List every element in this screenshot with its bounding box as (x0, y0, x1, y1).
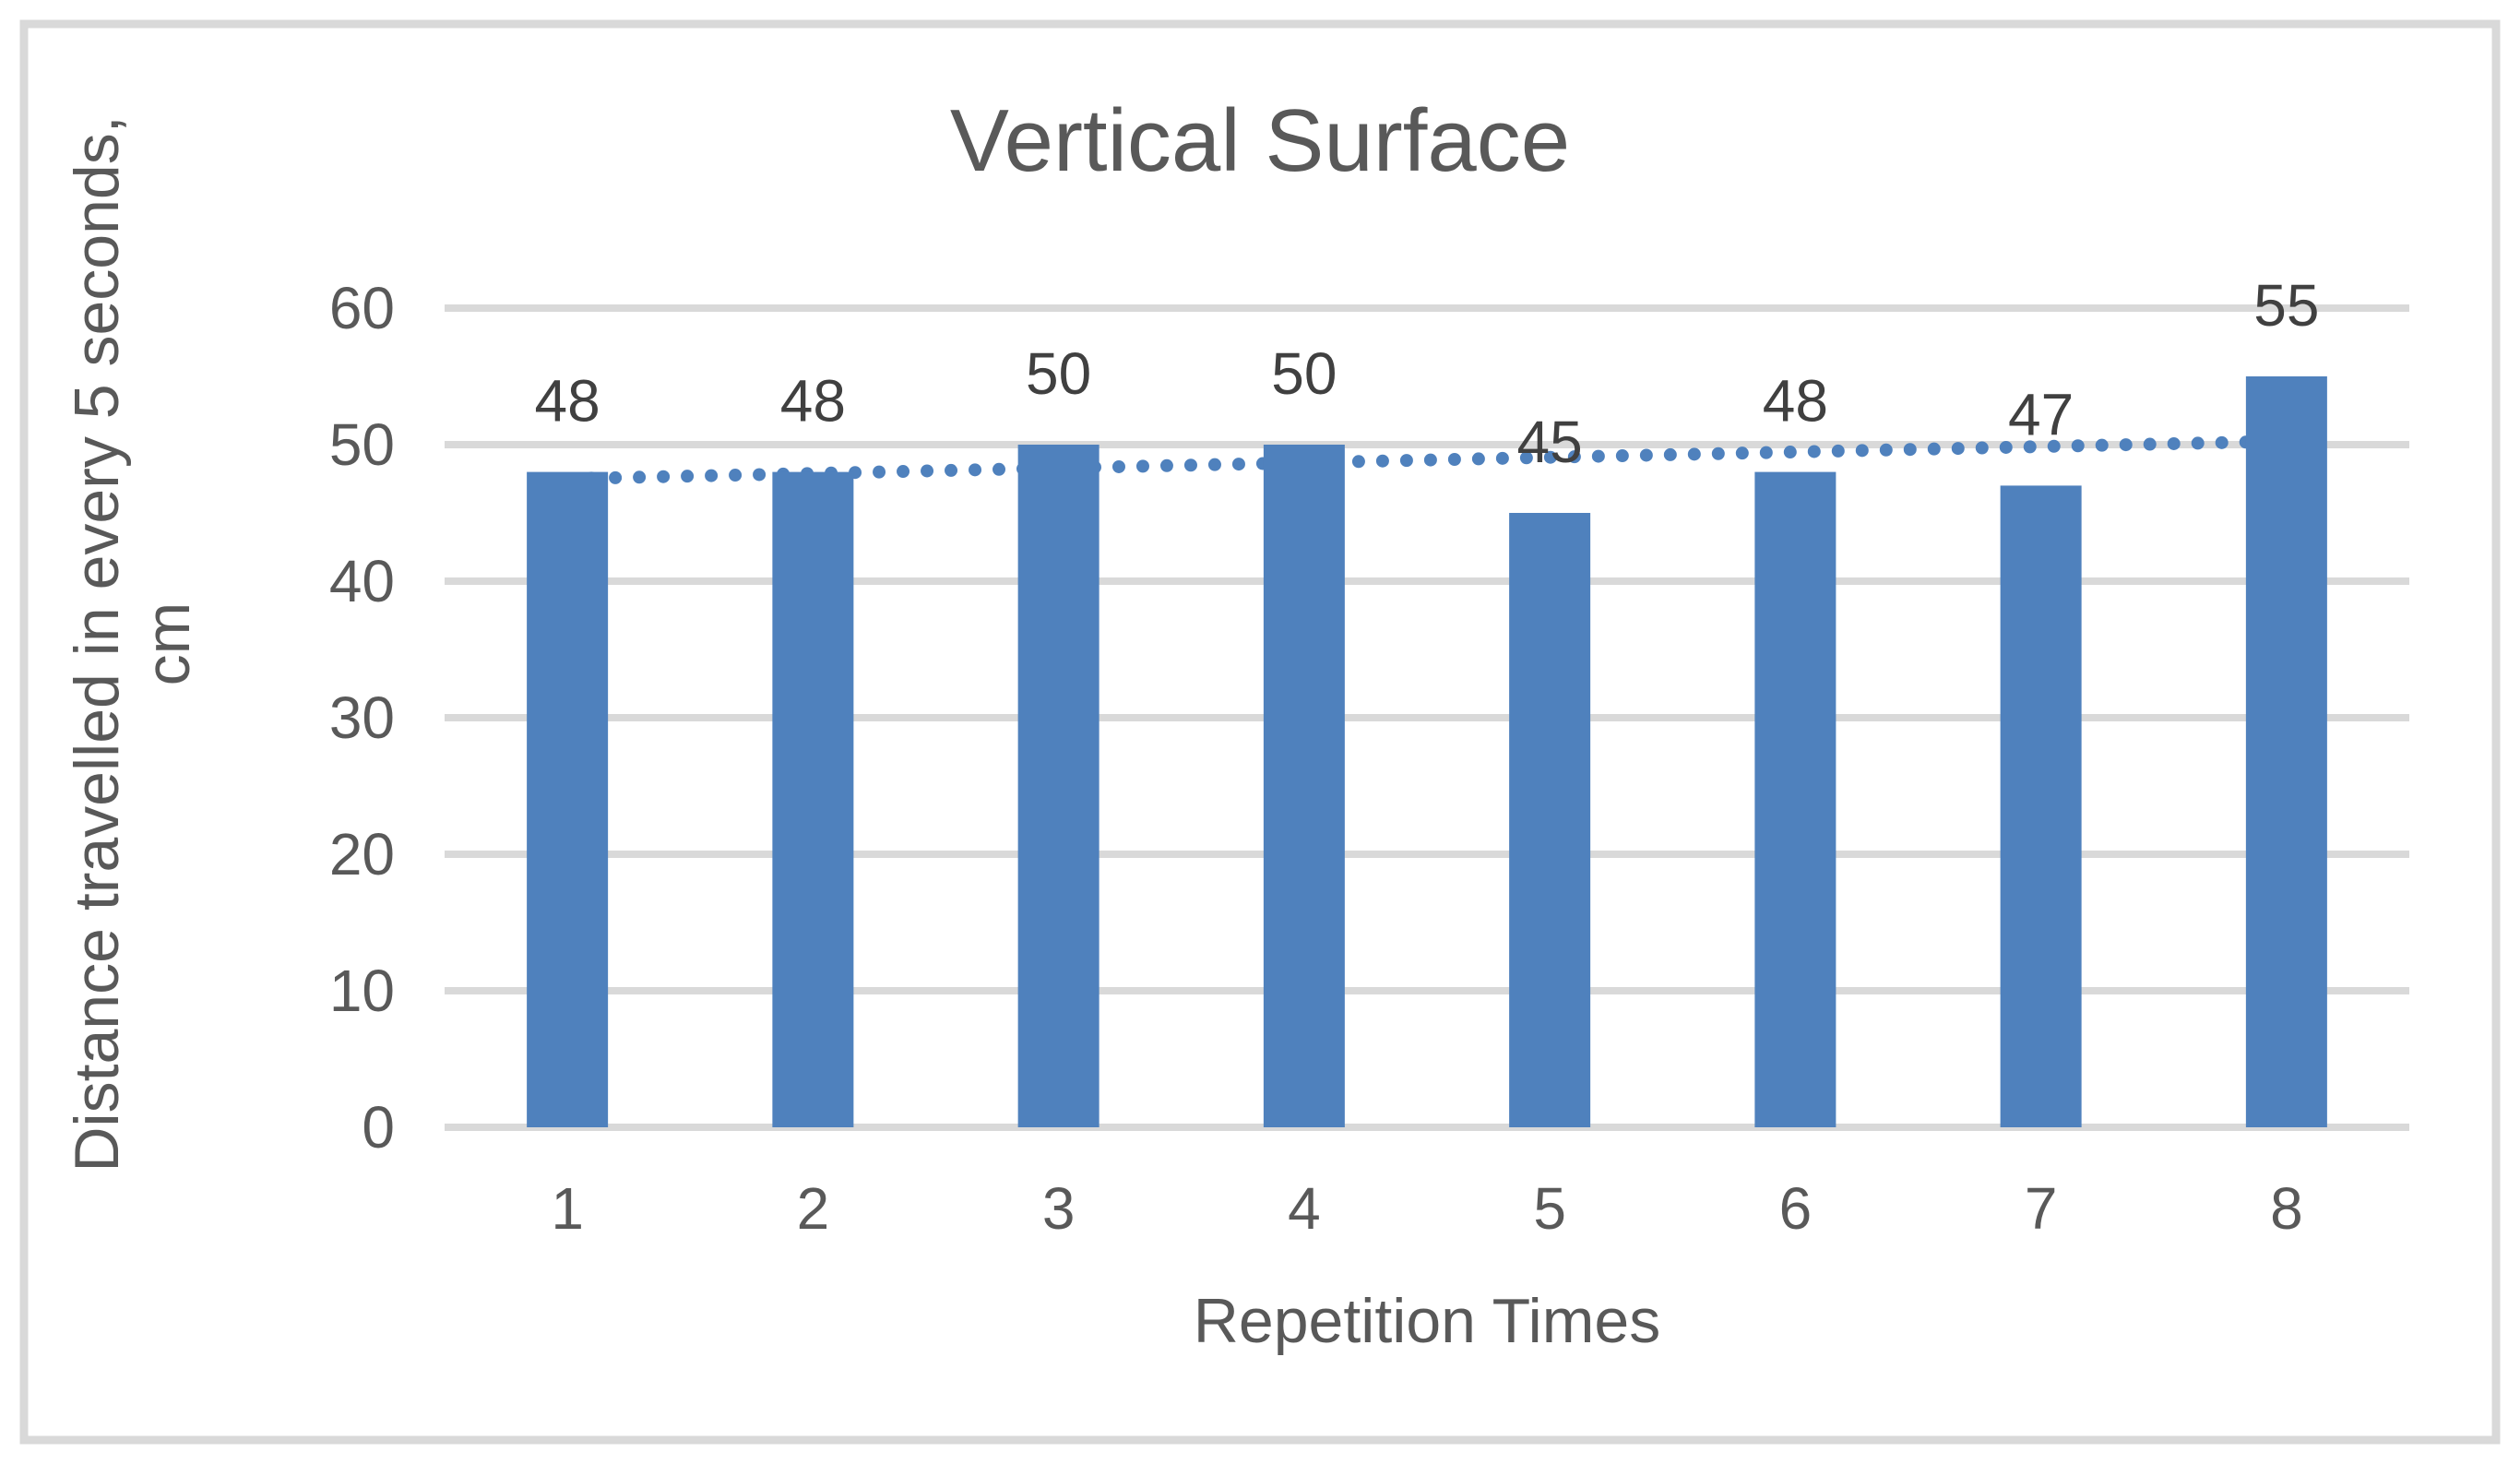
bar-4 (1263, 445, 1345, 1127)
bar-6 (1754, 471, 1837, 1128)
data-label-8: 55 (2253, 272, 2319, 339)
x-tick-label-8: 8 (2270, 1175, 2303, 1242)
y-tick-labels: 0 10 20 30 40 50 60 (329, 275, 395, 1160)
x-tick-label-4: 4 (1288, 1175, 1321, 1242)
x-tick-label-1: 1 (551, 1175, 584, 1242)
y-axis-title-line1: Distance travelled in every 5 seconds, (62, 115, 132, 1172)
data-label-1: 48 (535, 368, 600, 434)
x-tick-label-6: 6 (1779, 1175, 1813, 1242)
data-label-4: 50 (1271, 340, 1337, 407)
y-tick-label-60: 60 (329, 275, 395, 341)
y-tick-label-30: 30 (329, 684, 395, 751)
x-tick-label-3: 3 (1042, 1175, 1076, 1242)
x-tick-label-2: 2 (797, 1175, 830, 1242)
x-tick-labels: 1 2 3 4 5 6 7 8 (551, 1175, 2302, 1242)
bar-7 (2000, 485, 2082, 1127)
chart-border (19, 19, 2501, 1445)
y-tick-label-0: 0 (362, 1094, 395, 1160)
x-tick-label-7: 7 (2025, 1175, 2058, 1242)
data-label-3: 50 (1026, 340, 1091, 407)
y-tick-label-20: 20 (329, 821, 395, 887)
chart-title: Vertical Surface (950, 91, 1570, 190)
bar-5 (1509, 513, 1591, 1127)
y-tick-label-50: 50 (329, 411, 395, 478)
data-label-7: 47 (2008, 381, 2074, 447)
data-label-5: 45 (1517, 409, 1583, 475)
x-axis-title: Repetition Times (1194, 1286, 1660, 1356)
bar-1 (527, 471, 609, 1128)
bar-3 (1017, 445, 1100, 1127)
gridlines (445, 304, 2409, 1131)
bar-2 (772, 471, 854, 1128)
bar-8 (2245, 376, 2327, 1127)
y-axis-title-line2: cm (133, 602, 203, 686)
y-tick-label-40: 40 (329, 548, 395, 614)
y-tick-label-10: 10 (329, 958, 395, 1024)
trendline-layer (561, 434, 2293, 485)
data-label-2: 48 (780, 368, 846, 434)
x-tick-label-5: 5 (1533, 1175, 1566, 1242)
data-labels: 48 48 50 50 45 48 47 55 (535, 272, 2320, 475)
trendline (561, 434, 2293, 485)
bars-layer (527, 376, 2327, 1128)
data-label-6: 48 (1763, 368, 1828, 434)
